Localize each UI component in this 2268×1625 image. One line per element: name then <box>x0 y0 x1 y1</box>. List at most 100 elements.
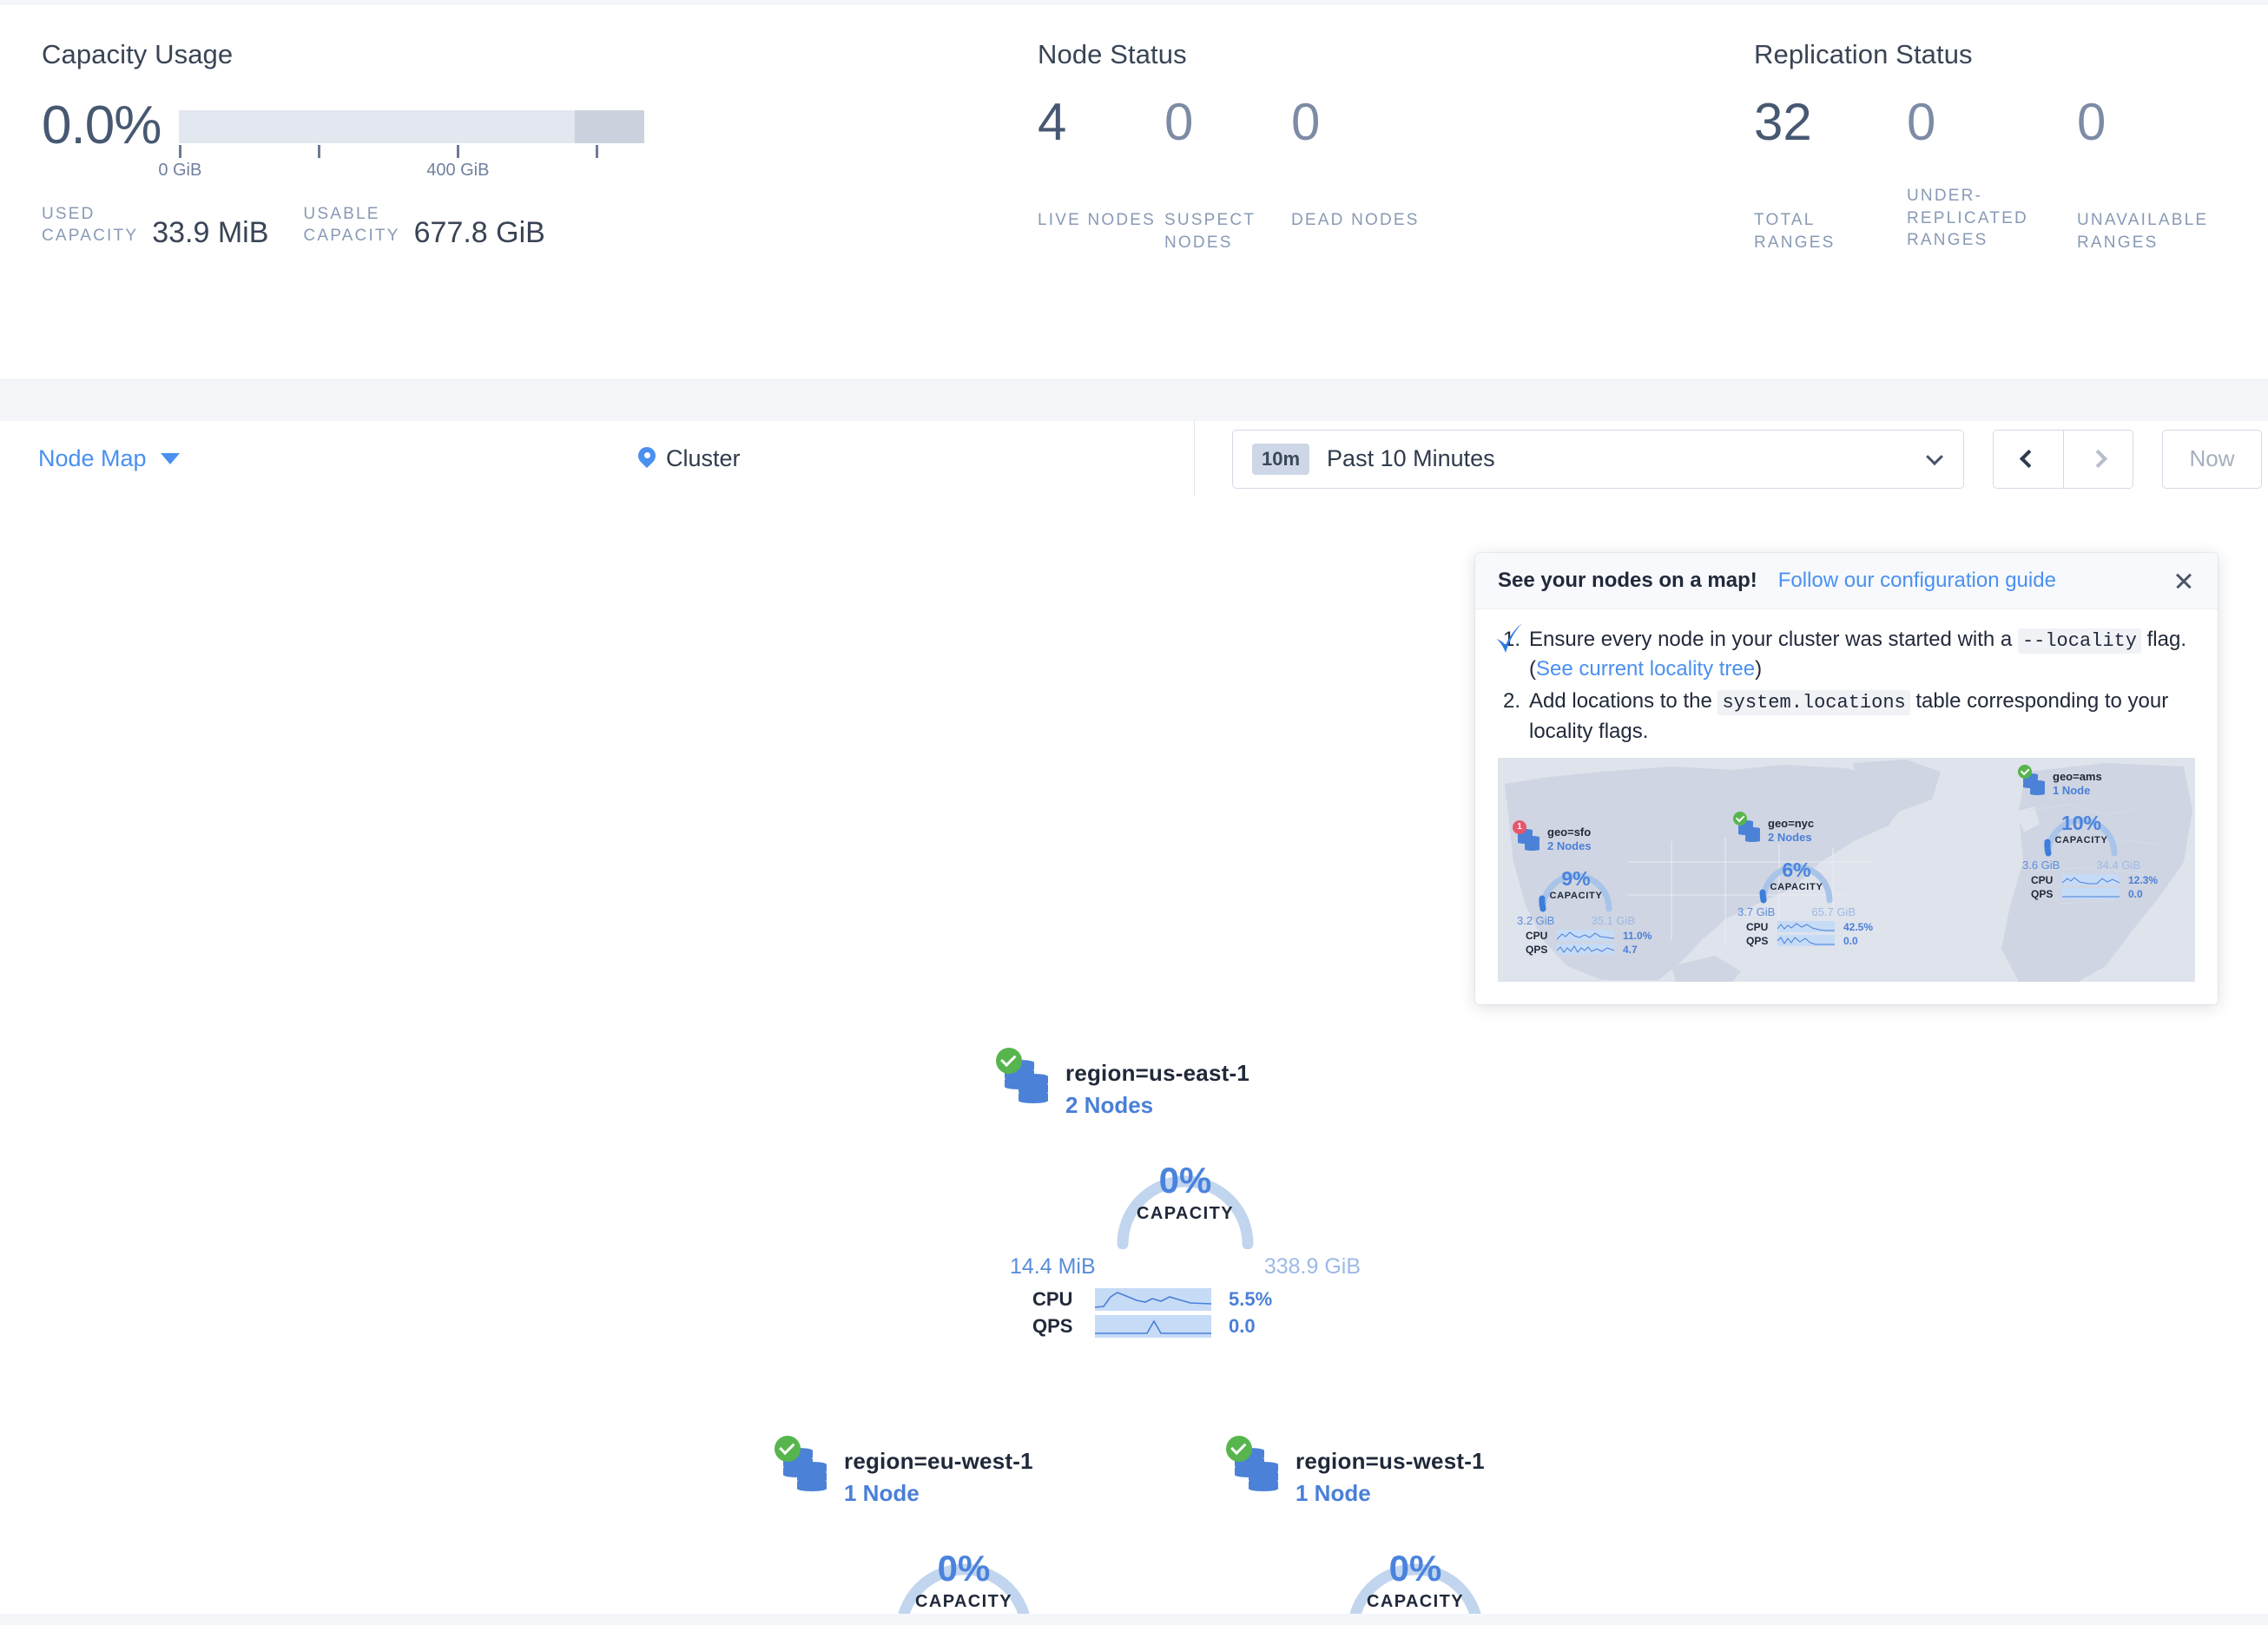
used-capacity-label: USED CAPACITY <box>42 203 138 250</box>
metric-unavailable-ranges: 0 UNAVAILABLE RANGES <box>2077 96 2247 253</box>
now-button[interactable]: Now <box>2162 429 2262 489</box>
axis-tick <box>457 145 460 158</box>
used-capacity-label-line1: USED <box>42 205 96 223</box>
axis-tick-label: 0 GiB <box>158 161 202 180</box>
locality-tree-link[interactable]: See current locality tree <box>1536 657 1756 681</box>
status-ok-badge-icon <box>2018 764 2032 779</box>
unavailable-ranges-value: 0 <box>2077 93 2106 151</box>
suspect-nodes-label: SUSPECT NODES <box>1164 211 1256 252</box>
map-marker-used: 3.2 GiB <box>1517 913 1555 927</box>
qps-label: QPS <box>1032 1315 1073 1337</box>
gauge-capacity-label: CAPACITY <box>1367 1592 1464 1611</box>
region-used-capacity: 14.4 MiB <box>1010 1254 1096 1279</box>
usable-capacity-label-line2: CAPACITY <box>303 227 400 246</box>
map-marker-geo: geo=nyc <box>1768 816 1815 830</box>
usable-capacity-value: 677.8 GiB <box>413 216 545 250</box>
map-marker-geo-ams[interactable]: geo=ams 1 Node 10% CAPACITY <box>2018 764 2159 900</box>
gauge-arc-icon <box>1117 1175 1254 1249</box>
map-marker-gauge: 10% CAPACITY <box>2036 799 2126 857</box>
step2-text-a: Add locations to the <box>1529 689 1718 714</box>
map-marker-gauge: 9% CAPACITY <box>1531 855 1621 912</box>
cpu-sparkline <box>1557 930 1614 942</box>
capacity-usage-title: Capacity Usage <box>42 39 234 69</box>
qps-sparkline <box>1095 1315 1211 1338</box>
qps-value: 0.0 <box>2128 887 2143 900</box>
gauge-percent: 9% <box>1561 866 1591 890</box>
region-card-us-east-1[interactable]: region=us-east-1 2 Nodes 0% CAPACITY 14.… <box>996 1048 1368 1338</box>
metric-live-nodes: 4 LIVE NODES <box>1038 96 1164 253</box>
usable-capacity-label-line1: USABLE <box>303 205 380 223</box>
database-stack-icon <box>2018 764 2047 798</box>
capacity-gauge: 0% CAPACITY <box>877 1528 1051 1625</box>
map-marker-nodes: 2 Nodes <box>1547 839 1592 852</box>
popover-step-2: Add locations to the system.locations ta… <box>1498 687 2195 745</box>
gauge-capacity-label: CAPACITY <box>2054 834 2108 845</box>
total-ranges-label: TOTAL RANGES <box>1754 211 1836 252</box>
axis-tick <box>179 145 182 158</box>
control-bar: Node Map Cluster 10m Past 10 Minutes <box>0 421 2268 497</box>
cpu-sparkline <box>1095 1288 1211 1311</box>
qps-value: 4.7 <box>1623 943 1638 956</box>
usable-capacity-label: USABLE CAPACITY <box>303 203 399 250</box>
qps-sparkline <box>1557 944 1614 956</box>
map-marker-titles: geo=ams 1 Node <box>2053 770 2102 797</box>
popover-body: Ensure every node in your cluster was st… <box>1475 609 2218 746</box>
time-prev-button[interactable] <box>1994 430 2063 488</box>
region-card-titles: region=us-east-1 2 Nodes <box>1065 1056 1249 1119</box>
time-range-select[interactable]: 10m Past 10 Minutes <box>1232 429 1964 489</box>
breadcrumb[interactable]: Cluster <box>638 445 741 472</box>
replication-status-metrics: 32 TOTAL RANGES 0 UNDER-REPLICATED RANGE… <box>1754 96 2268 253</box>
region-node-count: 2 Nodes <box>1065 1092 1154 1118</box>
map-marker-cpu-row: CPU 11.0% <box>1526 930 1652 942</box>
time-range-value: Past 10 Minutes <box>1327 445 1495 471</box>
region-card-header: region=us-east-1 2 Nodes <box>996 1048 1368 1119</box>
map-marker-geo-nyc[interactable]: geo=nyc 2 Nodes 6% CAPACITY <box>1733 811 1873 947</box>
capacity-bar-wrap: 0 GiB 400 GiB <box>158 110 648 180</box>
map-marker-sizes: 3.7 GiB 65.7 GiB <box>1737 905 1856 918</box>
chevron-right-icon <box>2088 449 2108 469</box>
map-marker-sizes: 3.6 GiB 34.4 GiB <box>2022 859 2140 872</box>
cpu-value: 12.3% <box>2128 873 2159 886</box>
time-next-button[interactable] <box>2063 430 2133 488</box>
region-node-count: 1 Node <box>1296 1480 1371 1506</box>
qps-label: QPS <box>1746 934 1769 947</box>
region-card-titles: region=us-west-1 1 Node <box>1296 1444 1485 1507</box>
map-marker-metrics: CPU 42.5% QPS <box>1737 921 1873 947</box>
map-marker-header: geo=sfo 2 Nodes <box>1513 819 1652 853</box>
map-config-popover[interactable]: See your nodes on a map! Follow our conf… <box>1475 553 2218 1004</box>
status-ok-badge-icon <box>1226 1436 1252 1462</box>
gauge-capacity-label: CAPACITY <box>1770 881 1823 892</box>
metric-total-ranges: 32 TOTAL RANGES <box>1754 96 1907 253</box>
map-marker-geo-sfo[interactable]: geo=sfo 2 Nodes 9% CAPACITY <box>1513 819 1652 956</box>
system-locations-code: system.locations <box>1717 690 1910 716</box>
map-marker-header: geo=nyc 2 Nodes <box>1733 811 1873 845</box>
close-icon[interactable] <box>2172 569 2195 592</box>
used-capacity-label-line2: CAPACITY <box>42 227 139 246</box>
map-marker-sizes: 3.2 GiB 35.1 GiB <box>1517 914 1635 927</box>
under-replicated-ranges-value: 0 <box>1907 93 1936 151</box>
gauge-arc-icon <box>895 1563 1032 1625</box>
example-world-map: geo=sfo 2 Nodes 9% CAPACITY <box>1498 757 2195 982</box>
configuration-guide-link[interactable]: Follow our configuration guide <box>1777 569 2056 592</box>
replication-status-title: Replication Status <box>1754 39 1973 69</box>
map-marker-geo: geo=sfo <box>1547 825 1592 839</box>
cpu-value: 11.0% <box>1623 929 1652 942</box>
gauge-center: 0% CAPACITY <box>877 1550 1051 1612</box>
region-card-us-west-1[interactable]: region=us-west-1 1 Node 0% CAPACITY 9.6 … <box>1226 1436 1598 1625</box>
step2-text-b: table corresponding to your locality fla… <box>1529 689 2169 743</box>
gauge-center: 6% CAPACITY <box>1751 859 1842 892</box>
gauge-center: 10% CAPACITY <box>2036 812 2126 845</box>
gauge-center: 0% CAPACITY <box>1098 1162 1272 1224</box>
view-dropdown[interactable]: Node Map <box>38 445 180 472</box>
capacity-percent: 0.0% <box>42 95 162 155</box>
region-card-eu-west-1[interactable]: region=eu-west-1 1 Node 0% CAPACITY 9.9 … <box>775 1436 1146 1625</box>
cpu-sparkline <box>1777 921 1835 933</box>
metric-suspect-nodes: 0 SUSPECT NODES <box>1164 96 1291 253</box>
map-marker-total: 34.4 GiB <box>2096 858 2140 872</box>
popover-steps: Ensure every node in your cluster was st… <box>1498 625 2195 746</box>
map-marker-titles: geo=sfo 2 Nodes <box>1547 826 1592 852</box>
region-qps-row: QPS 0.0 <box>1032 1315 1368 1338</box>
database-stack-icon <box>775 1436 832 1498</box>
status-error-badge-icon <box>1513 819 1526 834</box>
